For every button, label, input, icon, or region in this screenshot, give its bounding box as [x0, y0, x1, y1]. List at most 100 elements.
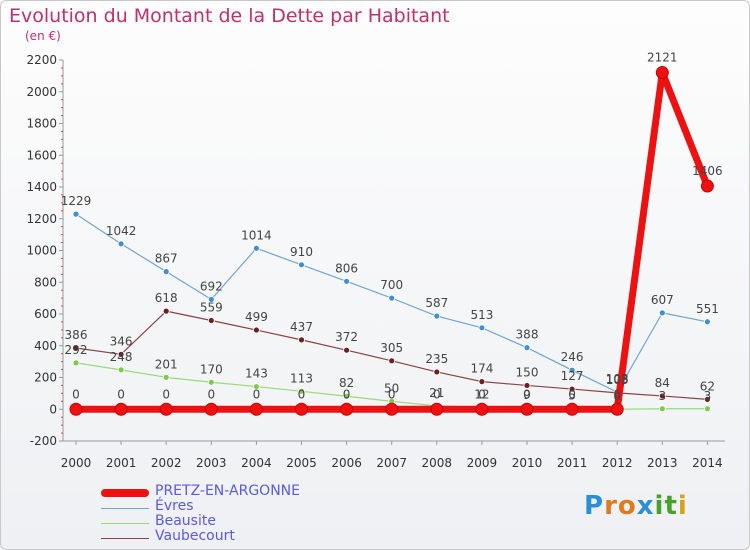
data-point: [69, 402, 83, 416]
y-tick-label: 1800: [26, 117, 57, 131]
data-label: 292: [65, 343, 88, 357]
legend-label-pretz: PRETZ-EN-ARGONNE: [155, 483, 300, 499]
data-point: [704, 396, 711, 403]
y-tick-label: 1400: [26, 180, 57, 194]
data-point: [207, 378, 215, 386]
y-tick-label: 1200: [26, 212, 57, 226]
chart-title: Evolution du Montant de la Dette par Hab…: [9, 5, 450, 27]
data-point: [162, 268, 170, 276]
data-label: 386: [65, 328, 88, 342]
data-label: 174: [470, 362, 493, 376]
data-label: 0: [72, 387, 80, 401]
data-point: [117, 240, 125, 248]
data-label: 3: [704, 389, 712, 403]
logo-letter: i: [677, 491, 688, 521]
data-point: [523, 344, 531, 352]
data-label: 0: [253, 387, 261, 401]
data-point: [298, 336, 305, 344]
data-point: [388, 294, 396, 302]
data-label: 62: [700, 379, 715, 393]
data-point: [658, 392, 666, 400]
data-label: 806: [335, 261, 358, 275]
data-point: [478, 378, 486, 386]
data-label: 113: [290, 371, 313, 385]
data-point: [655, 66, 669, 80]
data-label: 0: [613, 389, 621, 403]
data-label: 0: [388, 387, 396, 401]
data-point: [114, 402, 128, 416]
data-point: [249, 402, 263, 416]
data-label: 0: [568, 387, 576, 401]
data-label: 103: [606, 373, 629, 387]
data-label: 12: [474, 387, 489, 401]
y-tick-label: 2000: [26, 85, 57, 99]
data-label: 1406: [692, 164, 723, 178]
legend-swatch-beausite: [101, 522, 149, 524]
data-label: 235: [425, 352, 448, 366]
data-label: 618: [155, 291, 178, 305]
data-point: [162, 307, 170, 315]
data-label: 867: [155, 252, 178, 266]
data-label: 388: [516, 328, 539, 342]
chart-unit-label: (en €): [25, 29, 61, 43]
proxiti-logo: Proxiti: [584, 491, 688, 521]
data-label: 551: [696, 302, 719, 316]
data-point: [478, 324, 486, 332]
data-label: 607: [651, 293, 674, 307]
legend-swatch-pretz: [101, 488, 149, 497]
data-point: [340, 402, 354, 416]
data-point: [343, 346, 351, 354]
data-label: 50: [384, 381, 399, 395]
data-point: [565, 402, 579, 416]
logo-letter: x: [636, 491, 655, 521]
data-label: 0: [298, 387, 306, 401]
data-point: [385, 402, 399, 416]
x-tick-label: 2009: [467, 456, 498, 470]
data-point: [162, 373, 170, 381]
y-tick-label: 600: [34, 307, 57, 321]
data-point: [520, 402, 534, 416]
legend-label-beausite: Beausite: [155, 513, 216, 529]
logo-letter: P: [584, 491, 605, 521]
data-point: [343, 277, 351, 285]
data-label: 0: [478, 387, 486, 401]
data-label: 21: [429, 386, 444, 400]
data-label: 0: [162, 387, 170, 401]
data-point: [700, 179, 714, 193]
data-label: 0: [613, 387, 621, 401]
x-tick-label: 2011: [557, 456, 588, 470]
data-label: 3: [658, 389, 666, 403]
logo-letter: r: [604, 491, 618, 521]
data-point: [430, 402, 444, 416]
data-point: [252, 326, 260, 334]
data-label: 5: [568, 388, 576, 402]
data-point: [117, 366, 125, 374]
x-tick-label: 2003: [196, 456, 227, 470]
data-point: [72, 344, 80, 352]
legend-swatch-evres: [101, 507, 149, 509]
data-label: 0: [523, 387, 531, 401]
x-tick-label: 2002: [151, 456, 182, 470]
data-point: [704, 405, 711, 413]
y-tick-label: 400: [34, 339, 57, 353]
data-label: 84: [655, 376, 670, 390]
y-tick-label: 0: [49, 402, 57, 416]
data-point: [159, 402, 173, 416]
data-point: [343, 392, 351, 400]
x-tick-label: 2008: [422, 456, 453, 470]
data-label: 246: [561, 350, 584, 364]
data-point: [568, 366, 576, 374]
data-label: 700: [380, 278, 403, 292]
data-label: 0: [207, 387, 215, 401]
data-label: 499: [245, 310, 268, 324]
data-label: 82: [339, 376, 354, 390]
data-label: 513: [470, 308, 493, 322]
data-label: 2121: [647, 51, 678, 65]
data-label: 201: [155, 357, 178, 371]
x-tick-label: 2000: [61, 456, 92, 470]
y-tick-label: 200: [34, 371, 57, 385]
x-tick-label: 2013: [647, 456, 678, 470]
data-point: [72, 359, 80, 367]
data-point: [433, 368, 441, 376]
